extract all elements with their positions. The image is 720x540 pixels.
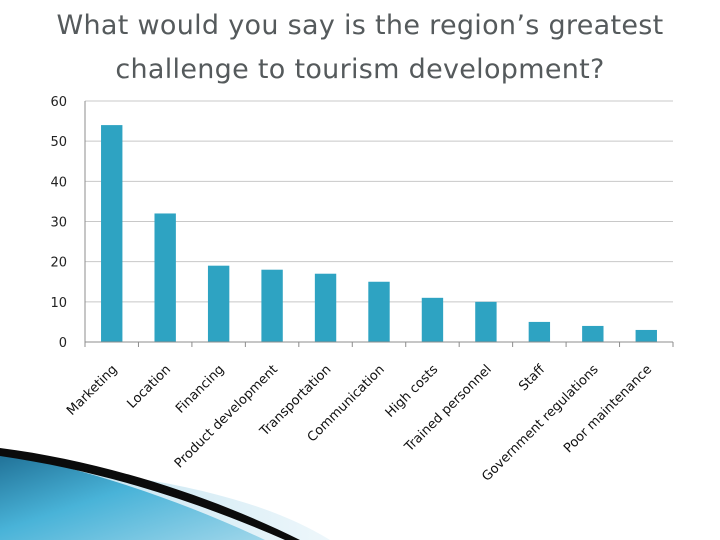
bar	[261, 269, 283, 342]
y-tick-label: 40	[50, 175, 67, 190]
bar	[314, 273, 337, 342]
bar	[528, 321, 551, 342]
y-tick-label: 30	[50, 216, 67, 231]
slide-title-line-2: challenge to tourism development?	[115, 54, 605, 85]
bar	[635, 329, 657, 342]
slide-title: What would you say is the region’s great…	[0, 4, 720, 92]
slide-title-line-1: What would you say is the region’s great…	[56, 10, 664, 41]
y-axis: 0 10 20 30 40 50 60	[50, 95, 86, 351]
y-tick-label: 20	[50, 256, 67, 271]
bar	[368, 281, 390, 342]
y-tick-label: 60	[50, 95, 67, 110]
swoosh-dark-stripe	[0, 448, 300, 540]
y-tick-label: 10	[50, 296, 67, 311]
bar	[207, 265, 230, 342]
bar	[154, 213, 176, 342]
bar	[475, 301, 497, 342]
bar	[582, 325, 604, 342]
bar	[101, 125, 123, 342]
bar	[421, 297, 444, 342]
y-tick-label: 0	[59, 336, 67, 351]
swoosh-blue-band	[0, 452, 265, 540]
y-tick-label: 50	[50, 135, 67, 150]
chart-bars	[101, 125, 657, 342]
